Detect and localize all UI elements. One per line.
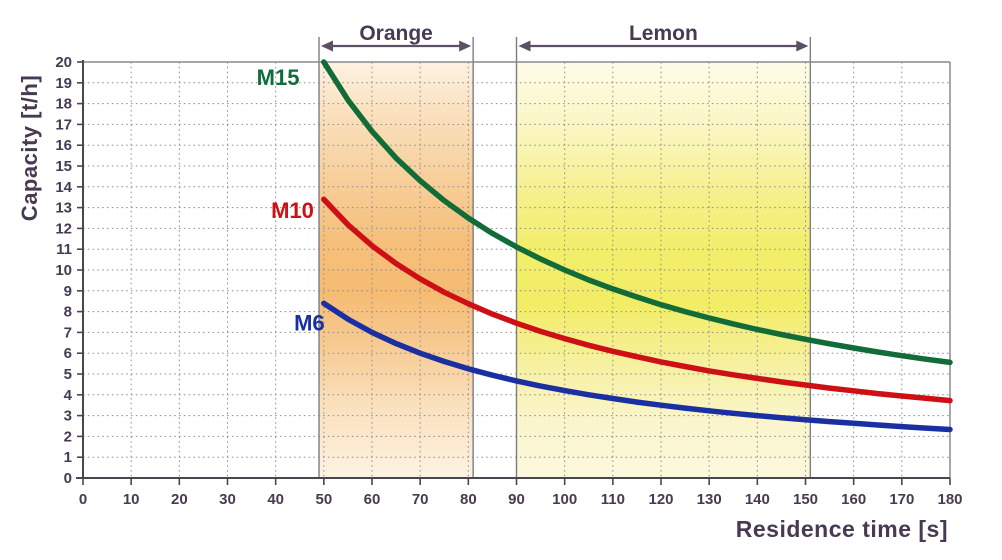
arrowhead-left-icon — [321, 40, 334, 52]
y-tick-label: 8 — [64, 304, 72, 321]
y-tick-label: 9 — [64, 283, 72, 300]
y-tick-label: 17 — [55, 116, 72, 133]
x-tick-label: 30 — [219, 491, 236, 508]
x-tick-label: 40 — [267, 491, 284, 508]
series-label-m6: M6 — [294, 310, 325, 335]
x-tick-label: 110 — [601, 491, 625, 508]
series-curve-m6 — [321, 300, 953, 433]
y-tick-label: 4 — [64, 387, 73, 404]
x-tick-label: 130 — [697, 491, 722, 508]
x-tick-label: 180 — [937, 491, 962, 508]
y-tick-label: 12 — [55, 220, 72, 237]
y-tick-label: 18 — [55, 96, 72, 113]
x-tick-label: 90 — [508, 491, 525, 508]
y-tick-label: 10 — [55, 262, 72, 279]
x-tick-label: 100 — [552, 491, 577, 508]
x-tick-label: 170 — [889, 491, 914, 508]
y-tick-label: 13 — [55, 200, 72, 217]
y-tick-label: 20 — [55, 54, 72, 71]
x-tick-label: 0 — [79, 491, 87, 508]
y-tick-label: 1 — [64, 449, 72, 466]
arrowhead-right-icon — [459, 40, 472, 52]
y-tick-label: 7 — [64, 324, 72, 341]
x-tick-label: 20 — [171, 491, 188, 508]
y-axis-title: Capacity [t/h] — [17, 74, 42, 222]
y-tick-label: 14 — [55, 179, 72, 196]
band-label-lemon: Lemon — [629, 22, 698, 45]
y-tick-label: 16 — [55, 137, 72, 154]
y-tick-label: 15 — [55, 158, 72, 175]
y-tick-label: 11 — [56, 241, 72, 258]
series-curve-m10 — [321, 196, 953, 404]
arrowhead-left-icon — [518, 40, 531, 52]
arrowhead-right-icon — [796, 40, 809, 52]
y-tick-label: 5 — [64, 366, 72, 383]
y-tick-label: 0 — [64, 470, 72, 487]
x-tick-label: 120 — [648, 491, 673, 508]
x-tick-label: 140 — [745, 491, 770, 508]
x-tick-label: 50 — [315, 491, 332, 508]
x-tick-label: 160 — [841, 491, 866, 508]
band-label-orange: Orange — [359, 22, 433, 45]
x-axis-title: Residence time [s] — [735, 516, 948, 542]
y-tick-label: 6 — [64, 345, 72, 362]
x-tick-label: 10 — [123, 491, 140, 508]
x-tick-label: 80 — [460, 491, 477, 508]
y-tick-label: 3 — [64, 408, 72, 425]
y-tick-label: 2 — [64, 428, 72, 445]
x-tick-label: 60 — [364, 491, 381, 508]
series-curve-m15 — [321, 59, 953, 366]
series-label-m15: M15 — [257, 65, 300, 90]
y-tick-label: 19 — [55, 75, 72, 92]
series-label-m10: M10 — [271, 198, 314, 223]
x-tick-label: 150 — [793, 491, 818, 508]
x-tick-label: 70 — [412, 491, 429, 508]
